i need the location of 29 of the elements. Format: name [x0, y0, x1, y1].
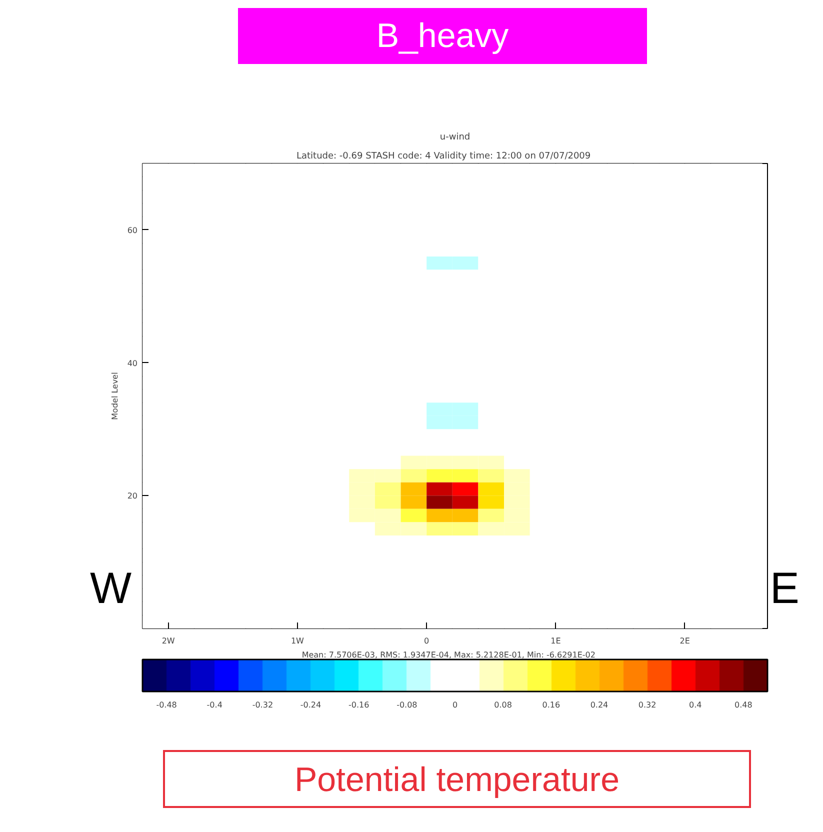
color-bar-label: 0.24 [590, 700, 608, 710]
chart-subtitle: Latitude: -0.69 STASH code: 4 Validity time: 12:00 on 07/07/2009 [296, 152, 591, 162]
color-bar-label: -0.24 [300, 700, 322, 710]
x-tick-label: 2E [680, 636, 690, 646]
y-tick-label: 40 [127, 358, 138, 368]
color-bar-label: 0.48 [734, 700, 752, 710]
color-bar-label: 0 [452, 700, 458, 710]
color-bar-label: 0.08 [494, 700, 512, 710]
text: E [770, 564, 800, 614]
chart-title: u-wind [440, 132, 470, 142]
color-bar-label: -0.08 [396, 700, 418, 710]
x-tick-label: 1E [550, 636, 561, 646]
text: W [90, 564, 132, 614]
x-tick-label: 1W [290, 636, 304, 646]
x-tick-label: 0 [424, 636, 430, 646]
y-tick-label: 20 [127, 492, 138, 501]
text: Mean: 7.5706E-03, RMS: 1.9347E-04, Max: 5.2128E-01, Min: -6.6291E-02 [302, 650, 596, 660]
color-bar-label: 0.4 [689, 700, 702, 710]
text: B_heavy [376, 16, 509, 57]
color-bar-label: -0.32 [252, 700, 274, 710]
y-tick-label: 60 [127, 226, 138, 235]
color-bar-label: 0.32 [638, 700, 656, 710]
x-tick-label: 2W [162, 636, 175, 646]
color-bar-label: -0.48 [156, 700, 177, 710]
color-bar-label: 0.16 [542, 700, 560, 710]
y-axis-title: Model Level [110, 372, 120, 420]
color-bar-label: -0.16 [348, 700, 370, 710]
color-bar-label: -0.4 [206, 700, 222, 710]
text: Potential temperature [294, 760, 620, 801]
